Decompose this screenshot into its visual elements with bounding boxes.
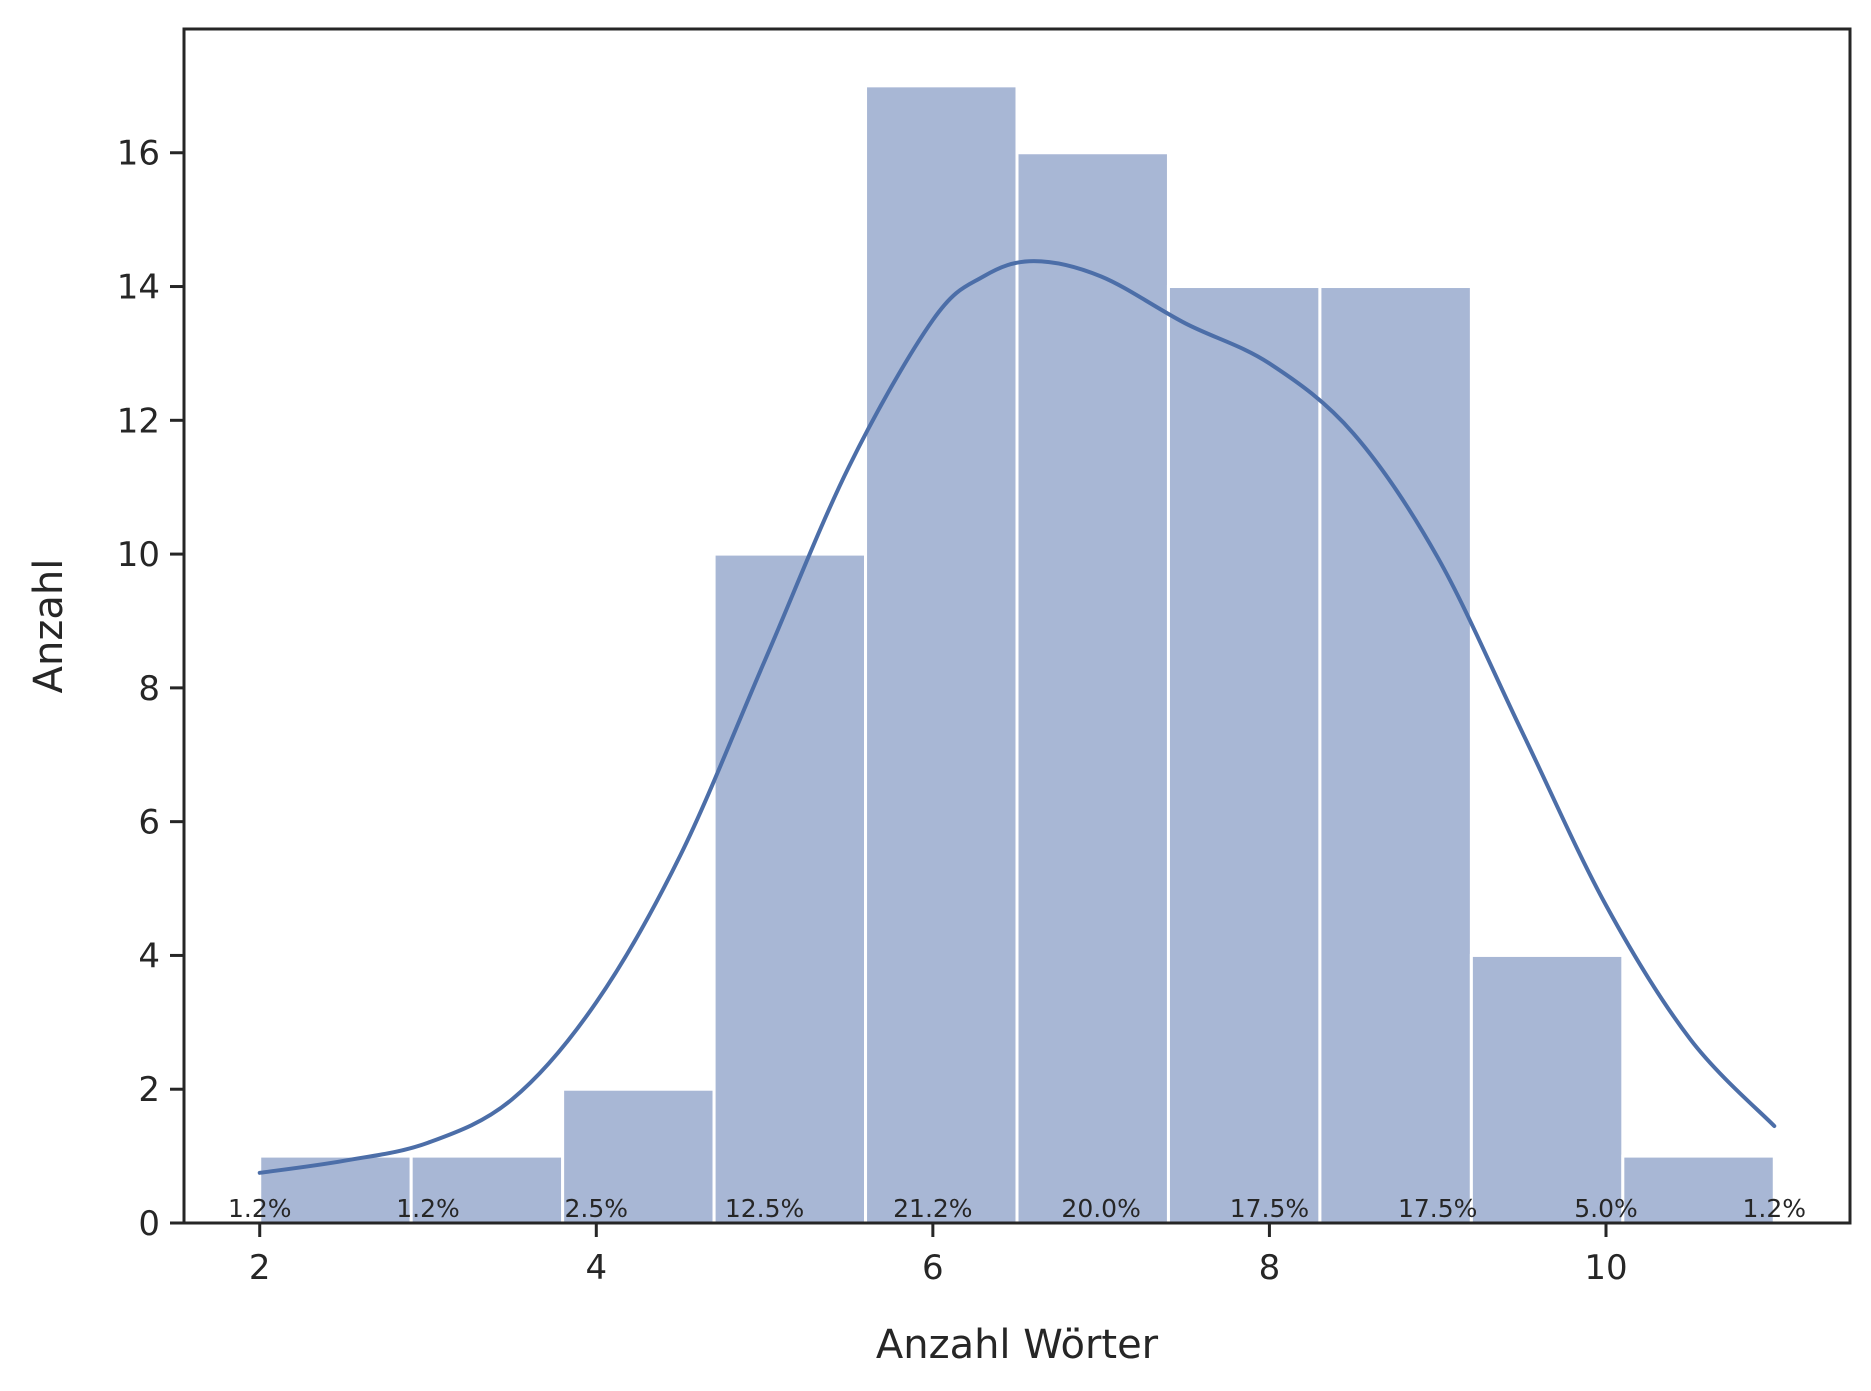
percent-labels-group: 1.2% 1.2% 2.5% 12.5% 21.2% 20.0% 17.5% 17.5% 5.0… [228,1194,1806,1223]
histogram-bar [1469,953,1625,1225]
histogram-bar [1318,285,1473,1225]
y-tick-label: 10 [117,535,160,575]
x-axis-label: Anzahl Wörter [876,1322,1159,1368]
histogram-bar [258,1154,413,1225]
percent-label: 1.2% [228,1194,292,1223]
x-tick-label: 4 [585,1248,607,1288]
plot-frame [182,27,1852,1225]
kde-group [257,259,1777,1175]
y-tick-label: 14 [117,268,160,308]
percent-label: 12.5% [725,1194,804,1223]
histogram-bar [1015,151,1170,1225]
percent-label: 17.5% [1230,1194,1309,1223]
percent-label: 21.2% [893,1194,972,1223]
y-tick-label: 8 [138,669,160,709]
x-tick-label: 6 [922,1248,944,1288]
y-tick-label: 16 [117,134,160,174]
y-axis-ticks: 0 2 4 6 8 10 12 14 16 [117,134,184,1244]
histogram-bar [409,1154,565,1225]
y-tick-label: 6 [138,803,160,843]
percent-label: 17.5% [1398,1194,1477,1223]
y-tick-label: 4 [138,936,160,976]
x-axis-ticks: 2 4 6 8 10 [249,1223,1628,1288]
x-tick-label: 10 [1584,1248,1627,1288]
histogram-bar [1621,1154,1776,1225]
bars-group [258,84,1776,1225]
x-tick-label: 2 [249,1248,271,1288]
histogram-bar [712,552,868,1225]
kde-line [257,259,1777,1175]
histogram-bar [864,84,1019,1225]
histogram-bar [561,1087,716,1225]
x-tick-label: 8 [1259,1248,1281,1288]
percent-label: 1.2% [1743,1194,1807,1223]
y-axis-label: Anzahl [26,559,72,694]
percent-label: 2.5% [565,1194,629,1223]
y-tick-label: 0 [138,1204,160,1244]
percent-label: 5.0% [1574,1194,1638,1223]
histogram-bar [1166,285,1322,1225]
percent-label: 20.0% [1061,1194,1140,1223]
percent-label: 1.2% [396,1194,460,1223]
y-tick-label: 2 [138,1070,160,1110]
y-tick-label: 12 [117,401,160,441]
